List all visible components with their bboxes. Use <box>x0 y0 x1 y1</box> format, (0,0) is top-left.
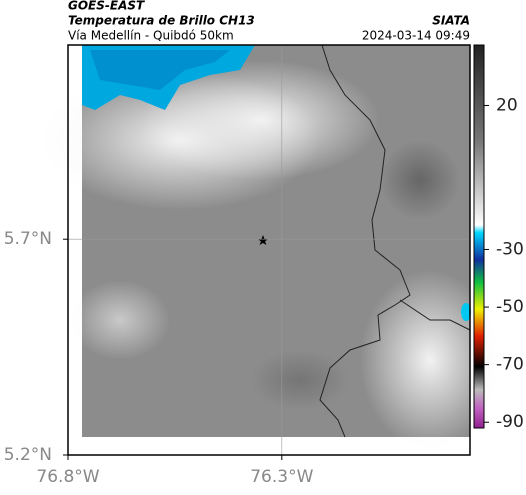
colorbar-tick-label: -70 <box>496 355 524 375</box>
source: GOES-EAST <box>68 0 145 13</box>
map-frame <box>67 44 471 456</box>
satellite-image <box>40 44 500 450</box>
org: SIATA <box>432 14 470 28</box>
colorbar-tick-label: -50 <box>496 297 524 317</box>
x-tick-label: 76.8°W <box>36 467 99 487</box>
subtitle: Vía Medellín - Quibdó 50km <box>68 29 234 43</box>
title: Temperatura de Brillo CH13 <box>68 14 255 28</box>
datetime: 2024-03-14 09:49 <box>362 29 470 43</box>
y-tick-label: 5.2°N <box>4 445 52 465</box>
colorbar-tick-label: -90 <box>496 412 524 432</box>
x-tick-label: 76.3°W <box>250 467 313 487</box>
colorbar-tick-label: -30 <box>496 239 524 259</box>
colorbar-tick-label: 20 <box>496 95 518 115</box>
colorbar <box>473 44 485 429</box>
y-tick-label: 5.7°N <box>4 229 52 249</box>
